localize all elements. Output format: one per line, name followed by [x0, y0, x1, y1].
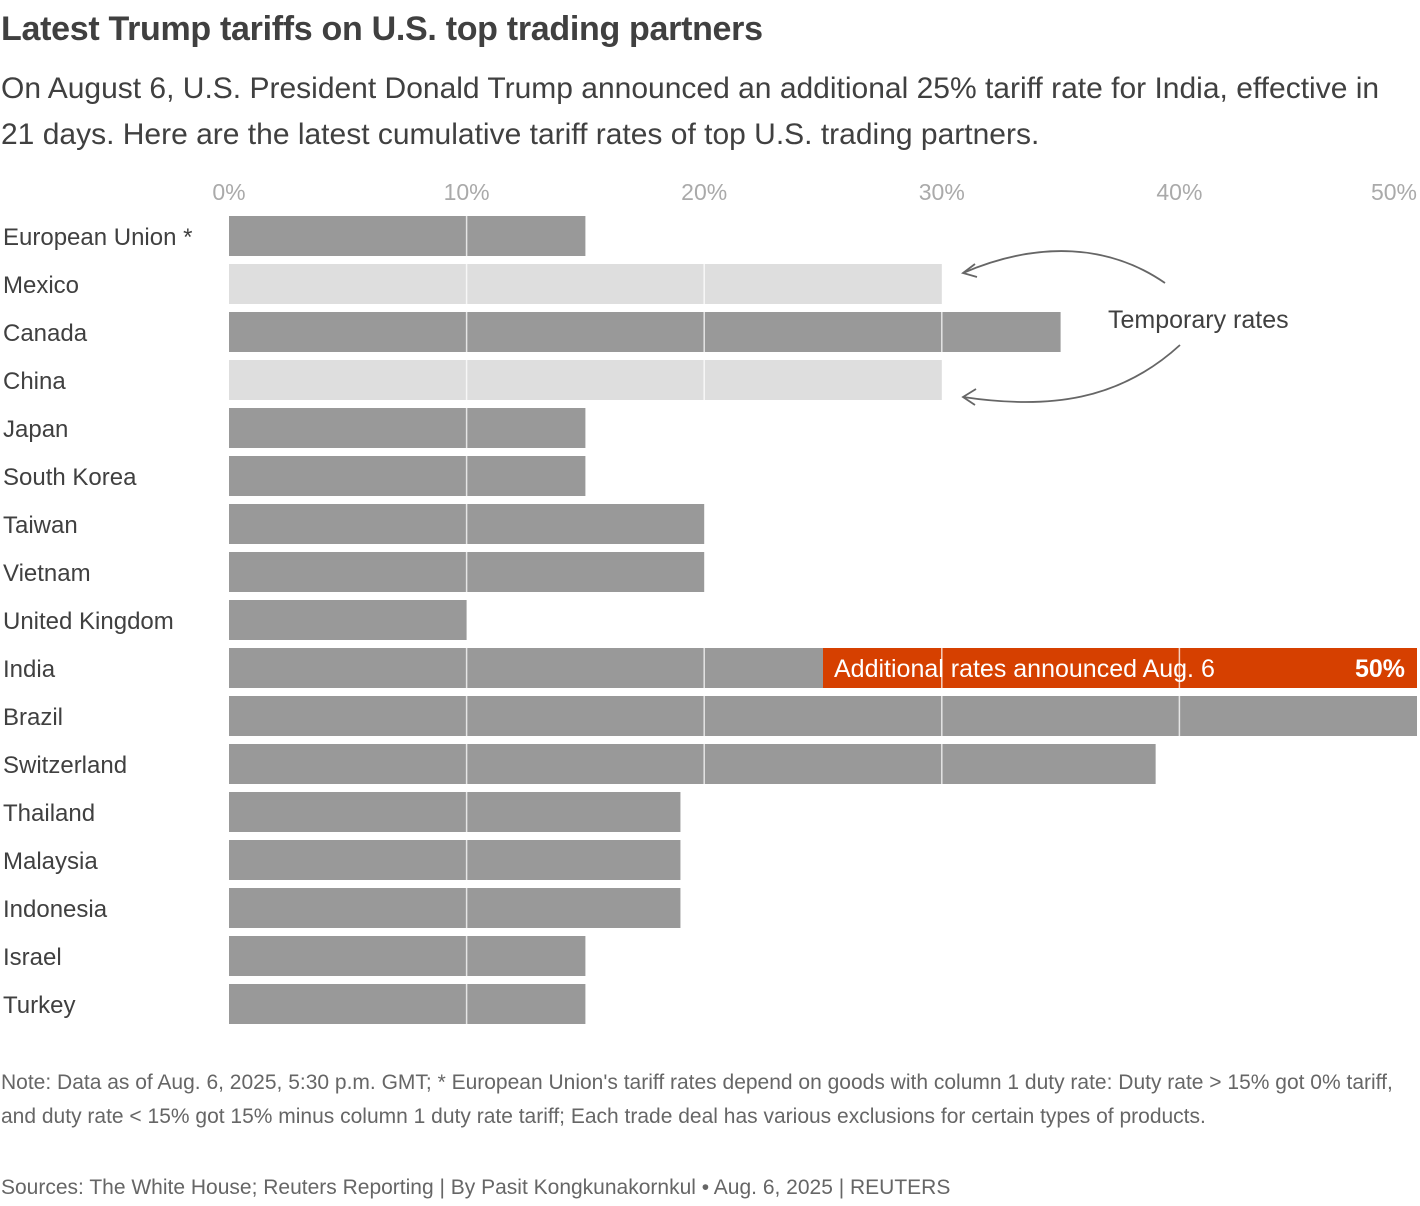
bar: [229, 456, 586, 496]
category-label: India: [3, 656, 56, 683]
category-label: Vietnam: [3, 560, 91, 587]
category-label: South Korea: [3, 464, 137, 491]
category-label: Japan: [3, 416, 68, 443]
bar: [229, 312, 1061, 352]
source-line: Sources: The White House; Reuters Report…: [1, 1176, 951, 1199]
x-tick-label: 30%: [919, 179, 965, 205]
bar: [229, 984, 586, 1024]
bar: [229, 936, 586, 976]
bar: [229, 600, 467, 640]
x-tick-label: 40%: [1156, 179, 1202, 205]
bar: [229, 264, 942, 304]
bar: [229, 840, 681, 880]
arrowhead-icon: [961, 388, 977, 406]
category-label: Taiwan: [3, 512, 78, 539]
category-label: China: [3, 368, 66, 395]
footnote: Note: Data as of Aug. 6, 2025, 5:30 p.m.…: [1, 1071, 1393, 1128]
category-label: Israel: [3, 944, 62, 971]
bar: [229, 744, 1156, 784]
category-label: United Kingdom: [3, 608, 174, 635]
category-label: Indonesia: [3, 896, 108, 923]
bar: [229, 792, 681, 832]
category-label: Mexico: [3, 272, 79, 299]
bar: [229, 888, 681, 928]
bar: [229, 360, 942, 400]
category-label: Switzerland: [3, 752, 127, 779]
chart-title: Latest Trump tariffs on U.S. top trading…: [1, 10, 763, 48]
bar: [229, 216, 586, 256]
additional-rate-label: Additional rates announced Aug. 6: [834, 655, 1215, 683]
annotation-arrow: [962, 250, 1166, 284]
category-label: Canada: [3, 320, 88, 347]
bar: [229, 408, 586, 448]
additional-rate-bar: [823, 648, 1417, 688]
annotation-arrow: [962, 344, 1181, 403]
x-tick-label: 20%: [681, 179, 727, 205]
arrowhead-icon: [961, 263, 978, 278]
bar: [229, 648, 823, 688]
category-label: Turkey: [3, 992, 75, 1019]
x-tick-label: 50%: [1371, 179, 1417, 205]
data-label: 50%: [1355, 655, 1405, 683]
x-tick-label: 10%: [444, 179, 490, 205]
category-label: Malaysia: [3, 848, 98, 875]
category-label: Thailand: [3, 800, 95, 827]
bar: [229, 696, 1417, 736]
category-label: European Union *: [3, 224, 192, 251]
annotation-label: Temporary rates: [1108, 306, 1289, 334]
chart-subtitle: On August 6, U.S. President Donald Trump…: [1, 72, 1380, 151]
x-tick-label: 0%: [212, 179, 245, 205]
category-label: Brazil: [3, 704, 63, 731]
